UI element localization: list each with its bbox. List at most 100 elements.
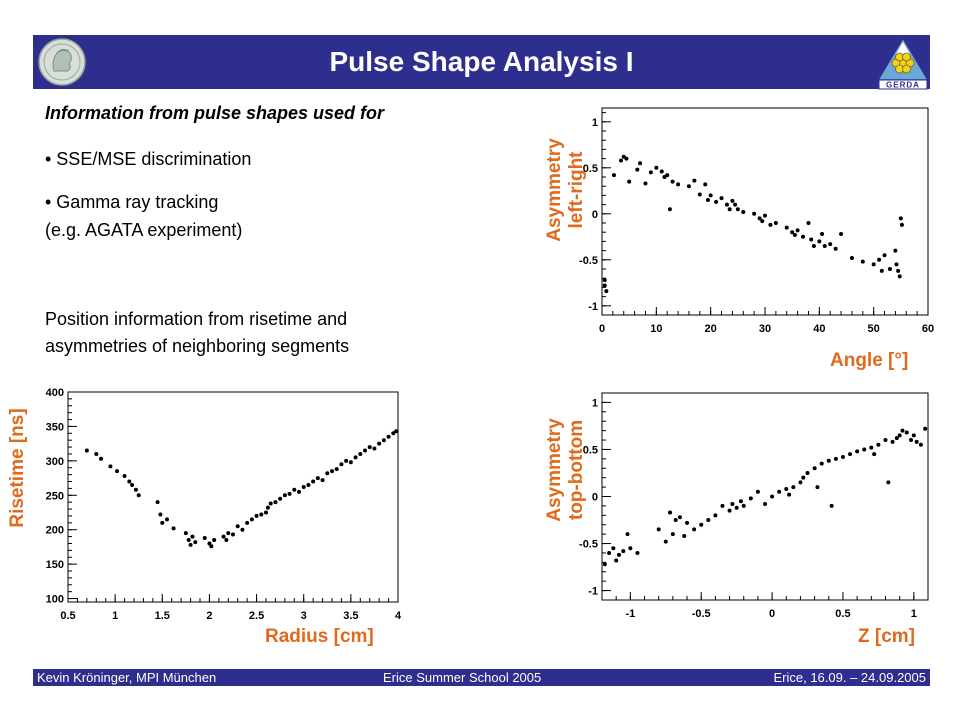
data-point xyxy=(877,257,882,262)
data-point xyxy=(908,438,913,443)
data-point xyxy=(330,469,334,474)
data-point xyxy=(127,479,132,484)
data-point xyxy=(703,182,708,187)
x-tick-label: 2 xyxy=(206,610,212,622)
paragraph-line-1: Position information from risetime and xyxy=(45,309,348,329)
data-point xyxy=(183,531,188,536)
data-point xyxy=(876,442,881,447)
data-point xyxy=(811,244,816,248)
data-point xyxy=(897,433,902,438)
footer-date: Erice, 16.09. – 24.09.2005 xyxy=(773,670,926,685)
data-point xyxy=(727,508,732,513)
ylabel-asymmetry-left-right: Asymmetry left-right xyxy=(544,110,588,270)
data-point xyxy=(706,518,711,523)
data-point xyxy=(730,198,735,203)
data-point xyxy=(292,487,297,492)
data-point xyxy=(894,436,899,441)
data-point xyxy=(820,232,825,237)
y-tick-label: 0.5 xyxy=(583,163,598,175)
data-point xyxy=(904,430,909,435)
gerda-logo-icon: GERDA xyxy=(876,36,930,90)
data-point xyxy=(665,173,670,178)
data-point xyxy=(676,182,681,187)
data-point xyxy=(344,458,349,463)
data-point xyxy=(862,447,867,452)
data-point xyxy=(273,500,278,505)
data-point xyxy=(763,213,767,218)
data-point xyxy=(625,532,630,537)
data-point xyxy=(348,460,353,465)
data-point xyxy=(209,544,214,549)
data-point xyxy=(155,500,160,505)
data-point xyxy=(806,221,811,225)
y-tick-label: 300 xyxy=(46,456,64,468)
data-point xyxy=(186,538,191,543)
data-point xyxy=(221,534,226,539)
data-point xyxy=(656,527,661,532)
data-point xyxy=(871,262,876,267)
data-point xyxy=(748,496,753,501)
data-point xyxy=(685,520,690,525)
x-tick-label: 10 xyxy=(650,323,662,335)
x-tick-label: -1 xyxy=(625,608,635,620)
data-point xyxy=(724,202,729,207)
data-point xyxy=(855,449,860,454)
data-point xyxy=(240,527,245,532)
data-point xyxy=(833,246,838,251)
data-point xyxy=(363,448,367,453)
data-point xyxy=(757,216,762,221)
slide-title: Pulse Shape Analysis I xyxy=(329,46,634,77)
data-point xyxy=(677,515,682,520)
data-point xyxy=(394,429,399,434)
data-point xyxy=(730,502,735,507)
x-tick-label: 50 xyxy=(868,323,880,335)
data-point xyxy=(202,535,207,540)
data-point xyxy=(727,207,732,212)
data-point xyxy=(638,161,643,166)
data-point xyxy=(226,531,231,536)
data-point xyxy=(894,262,899,267)
xlabel-angle: Angle [°] xyxy=(830,350,909,371)
y-tick-label: -1 xyxy=(588,301,598,313)
data-point xyxy=(190,534,195,539)
data-point xyxy=(848,452,853,457)
data-point xyxy=(602,283,607,288)
data-point xyxy=(826,458,831,463)
x-tick-label: 40 xyxy=(813,323,825,335)
data-point xyxy=(882,253,887,258)
data-point xyxy=(617,552,622,557)
data-point xyxy=(659,169,664,174)
footer-event: Erice Summer School 2005 xyxy=(383,670,542,685)
data-point xyxy=(339,462,344,467)
data-point xyxy=(760,219,765,224)
data-point xyxy=(268,501,273,506)
data-point xyxy=(84,448,89,453)
data-point xyxy=(334,467,339,472)
data-point xyxy=(635,167,640,172)
data-point xyxy=(899,222,904,227)
data-point xyxy=(136,493,141,498)
xlabel-radius: Radius [cm] xyxy=(265,626,374,647)
data-point xyxy=(805,470,810,475)
data-point xyxy=(245,520,250,525)
y-tick-label: 100 xyxy=(46,594,64,606)
data-point xyxy=(784,486,789,491)
data-point xyxy=(897,274,902,279)
data-point xyxy=(607,550,612,555)
data-point xyxy=(787,492,792,497)
data-point xyxy=(896,268,901,273)
plot-frame xyxy=(601,107,929,316)
x-tick-label: 3 xyxy=(301,610,307,622)
data-point xyxy=(819,461,824,466)
data-point xyxy=(297,489,301,494)
data-point xyxy=(122,474,127,478)
data-point xyxy=(668,510,673,515)
x-tick-label: 1 xyxy=(112,610,118,622)
data-point xyxy=(282,493,287,498)
ylabel-line-1: Asymmetry xyxy=(544,418,565,522)
bullet-gamma-tracking: • Gamma ray tracking xyxy=(45,192,219,212)
data-point xyxy=(833,456,838,461)
data-point xyxy=(193,540,198,545)
data-point xyxy=(627,179,632,184)
ylabel-line-2: top-bottom xyxy=(566,419,587,521)
